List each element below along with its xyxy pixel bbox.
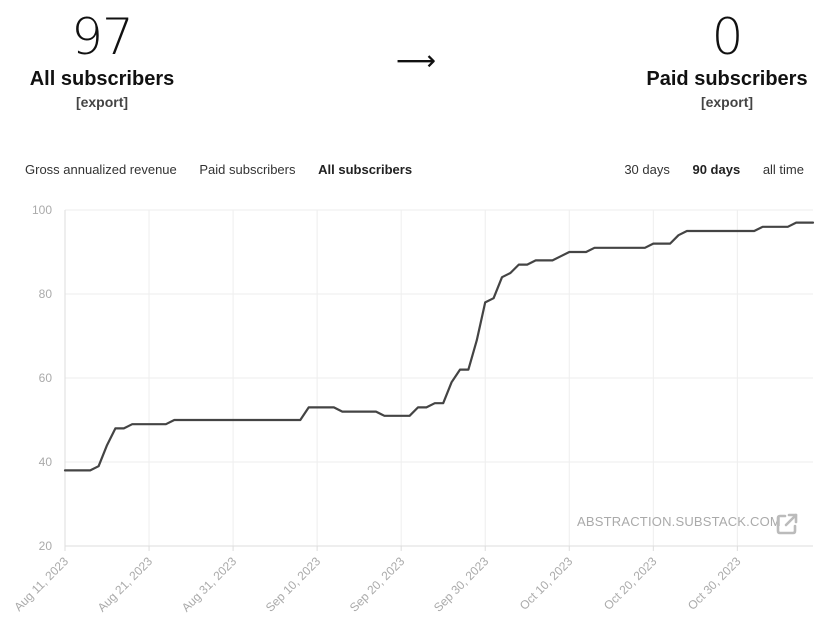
all-subscribers-export-link[interactable]: [export]: [75, 94, 129, 110]
range-tabs: 30 days 90 days all time: [605, 162, 804, 177]
all-subscribers-label: All subscribers: [29, 68, 175, 90]
subscribers-line-chart: 20 40 60 80 100 Aug 11, 2023 Aug 21, 2023 Aug 3…: [11, 203, 815, 615]
tab-paid-subscribers[interactable]: Paid subscribers: [199, 162, 296, 177]
chart-axes: [64, 210, 813, 551]
x-tick-label: Oct 10, 2023: [517, 554, 576, 613]
x-tick-label: Oct 30, 2023: [685, 554, 744, 613]
tab-30-days[interactable]: 30 days: [624, 162, 670, 177]
x-tick-label: Aug 31, 2023: [179, 554, 240, 615]
tab-all-time[interactable]: all time: [762, 162, 804, 177]
y-tick-label: 80: [39, 287, 53, 301]
y-tick-label: 20: [39, 539, 53, 553]
y-tick-label: 40: [39, 455, 53, 469]
x-tick-label: Oct 20, 2023: [601, 554, 660, 613]
x-tick-label: Aug 11, 2023: [11, 554, 71, 614]
metric-tabs: Gross annualized revenue Paid subscriber…: [25, 162, 431, 177]
tab-90-days[interactable]: 90 days: [692, 162, 741, 177]
publication-watermark: ABSTRACTION.SUBSTACK.COM: [577, 514, 781, 529]
paid-subscribers-label: Paid subscribers: [646, 68, 808, 90]
x-tick-label: Sep 10, 2023: [263, 554, 324, 615]
all-subscribers-stat: 97 All subscribers [export]: [7, 6, 197, 112]
arrow-right-icon: ⟶: [396, 44, 437, 77]
subscribers-series-line: [63, 221, 815, 472]
tab-gross-annualized-revenue[interactable]: Gross annualized revenue: [25, 162, 177, 177]
chart-grid: [64, 209, 813, 547]
chart-series: [63, 221, 815, 472]
y-tick-label: 60: [39, 371, 53, 385]
paid-subscribers-count: 0: [711, 8, 744, 66]
paid-subscribers-export-link[interactable]: [export]: [700, 94, 754, 110]
x-tick-label: Aug 21, 2023: [95, 554, 156, 615]
external-link-icon[interactable]: [775, 512, 799, 536]
chart-tick-labels: 20 40 60 80 100 Aug 11, 2023 Aug 21, 2023 Aug 3…: [11, 203, 743, 615]
y-tick-label: 100: [32, 203, 52, 217]
paid-subscribers-stat: 0 Paid subscribers [export]: [632, 6, 819, 112]
tab-all-subscribers[interactable]: All subscribers: [318, 162, 413, 177]
x-tick-label: Sep 30, 2023: [431, 554, 492, 615]
x-tick-label: Sep 20, 2023: [347, 554, 408, 615]
all-subscribers-count: 97: [71, 8, 134, 66]
